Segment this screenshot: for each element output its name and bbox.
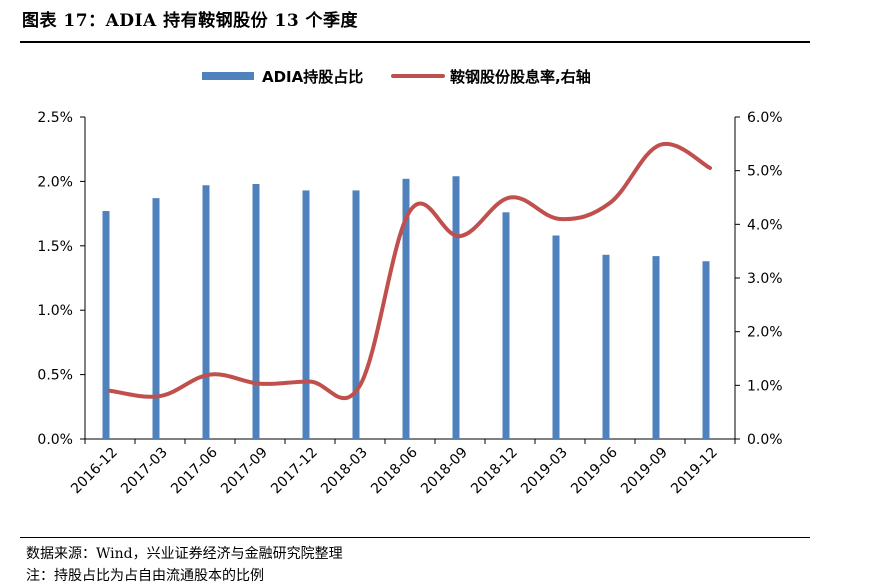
legend: ADIA持股占比 鞍钢股份股息率,右轴 xyxy=(202,68,591,86)
chart-title: 图表 17：ADIA 持有鞍钢股份 13 个季度 xyxy=(22,11,359,31)
bar xyxy=(402,178,410,439)
legend-swatch-bar xyxy=(202,72,254,80)
bar xyxy=(502,212,510,439)
x-tick-label: 2018-03 xyxy=(318,445,371,498)
x-tick-label: 2018-06 xyxy=(368,444,421,497)
left-tick-label: 2.0% xyxy=(37,174,73,190)
footnote: 注：持股占比为占自由流通股本的比例 xyxy=(26,568,264,584)
dividend-yield-line xyxy=(108,141,712,401)
right-tick-label: 4.0% xyxy=(747,217,783,233)
axes xyxy=(80,116,740,444)
x-tick-label: 2017-12 xyxy=(268,445,321,498)
bar xyxy=(202,185,210,439)
bar xyxy=(652,256,660,439)
bar xyxy=(302,190,310,439)
left-tick-label: 0.5% xyxy=(37,368,73,384)
bar xyxy=(702,261,710,439)
right-tick-label: 3.0% xyxy=(747,271,783,287)
bar xyxy=(452,176,460,440)
right-tick-label: 5.0% xyxy=(747,164,783,180)
x-tick-label: 2018-12 xyxy=(468,445,521,498)
title-divider xyxy=(20,41,810,43)
source-note: 数据来源：Wind，兴业证券经济与金融研究院整理 xyxy=(26,546,343,562)
left-tick-label: 0.0% xyxy=(37,432,73,448)
x-tick-label: 2019-12 xyxy=(668,445,721,498)
right-tick-label: 2.0% xyxy=(747,325,783,341)
bar xyxy=(602,254,610,439)
right-tick-label: 1.0% xyxy=(747,378,783,394)
bar-series xyxy=(102,176,710,440)
legend-label-bar: ADIA持股占比 xyxy=(262,68,363,86)
left-tick-label: 1.0% xyxy=(37,303,73,319)
bar xyxy=(552,235,560,439)
x-tick-label: 2017-06 xyxy=(168,444,221,497)
x-tick-label: 2016-12 xyxy=(68,445,121,498)
bar xyxy=(102,211,110,439)
left-tick-label: 2.5% xyxy=(37,110,73,126)
x-tick-label: 2019-09 xyxy=(618,445,671,498)
bar xyxy=(152,198,160,439)
left-tick-label: 1.5% xyxy=(37,239,73,255)
bar xyxy=(252,183,260,439)
right-tick-label: 6.0% xyxy=(747,110,783,126)
right-tick-label: 0.0% xyxy=(747,432,783,448)
x-tick-label: 2019-03 xyxy=(518,445,571,498)
x-tick-label: 2019-06 xyxy=(568,444,621,497)
x-tick-label: 2017-03 xyxy=(118,445,171,498)
legend-label-line: 鞍钢股份股息率,右轴 xyxy=(450,68,591,86)
x-tick-label: 2017-09 xyxy=(218,445,271,498)
footer-divider xyxy=(20,537,810,538)
bar xyxy=(352,190,360,439)
line-series xyxy=(108,141,712,401)
x-tick-label: 2018-09 xyxy=(418,445,471,498)
